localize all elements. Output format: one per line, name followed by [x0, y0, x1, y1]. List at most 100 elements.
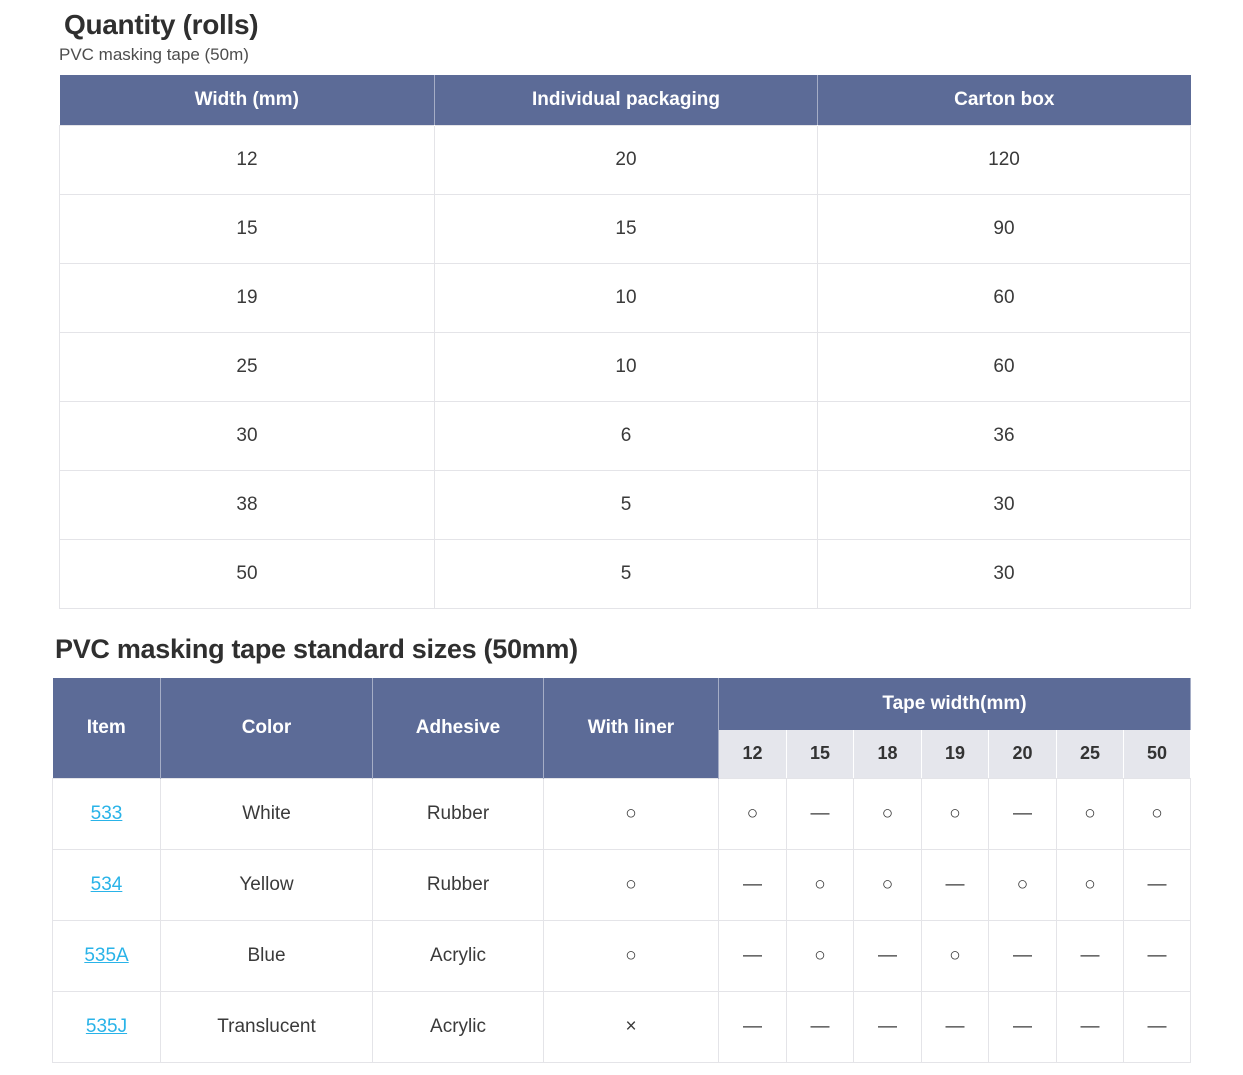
cell-adhesive: Rubber — [372, 778, 544, 850]
cell-color: White — [160, 778, 373, 850]
cell-carton: 60 — [817, 262, 1191, 333]
sizes-header-row-top: Item Color Adhesive With liner Tape widt… — [52, 677, 1192, 779]
column-header-carton-box: Carton box — [817, 75, 1191, 125]
cell-width-19: ○ — [921, 778, 989, 850]
cell-width-50: — — [1122, 991, 1192, 1063]
column-header-color: Color — [160, 677, 373, 779]
cell-with-liner: ○ — [543, 920, 719, 992]
table-row: 534 Yellow Rubber ○ — ○ ○ — ○ ○ — — [52, 849, 1192, 921]
cell-width-25: — — [1056, 991, 1124, 1063]
column-header-adhesive: Adhesive — [372, 677, 544, 779]
cell-with-liner: ○ — [543, 849, 719, 921]
quantity-header-row: Width (mm) Individual packaging Carton b… — [59, 75, 1191, 125]
sizes-table: Item Color Adhesive With liner Tape widt… — [52, 677, 1192, 1063]
cell-individual: 10 — [434, 262, 818, 333]
subheader-width-20: 20 — [988, 729, 1057, 779]
cell-width: 19 — [59, 262, 435, 333]
cell-width-15: ○ — [786, 849, 854, 921]
cell-width-18: — — [853, 920, 922, 992]
column-header-with-liner: With liner — [543, 677, 719, 779]
cell-width: 12 — [59, 124, 435, 195]
table-row: 535J Translucent Acrylic × — — — — — — — — [52, 991, 1192, 1063]
cell-carton: 36 — [817, 400, 1191, 471]
table-row: 19 10 60 — [59, 262, 1191, 333]
cell-carton: 60 — [817, 331, 1191, 402]
subheader-width-25: 25 — [1056, 729, 1124, 779]
subheader-width-15: 15 — [786, 729, 854, 779]
cell-width-15: ○ — [786, 920, 854, 992]
cell-individual: 5 — [434, 469, 818, 540]
cell-width-50: — — [1122, 920, 1192, 992]
column-header-width: Width (mm) — [59, 75, 435, 125]
item-link-534[interactable]: 534 — [90, 874, 123, 895]
table-row: 50 5 30 — [59, 538, 1191, 609]
cell-width-20: — — [988, 920, 1057, 992]
cell-width-12: ○ — [718, 778, 787, 850]
cell-adhesive: Rubber — [372, 849, 544, 921]
cell-individual: 5 — [434, 538, 818, 609]
cell-carton: 30 — [817, 538, 1191, 609]
item-link-535A[interactable]: 535A — [84, 945, 129, 966]
quantity-table-subtitle: PVC masking tape (50m) — [59, 45, 249, 64]
table-row: 533 White Rubber ○ ○ — ○ ○ — ○ ○ — [52, 778, 1192, 850]
subheader-width-18: 18 — [853, 729, 922, 779]
cell-width-12: — — [718, 920, 787, 992]
table-row: 535A Blue Acrylic ○ — ○ — ○ — — — — [52, 920, 1192, 992]
column-header-tape-width: Tape width(mm) — [718, 677, 1192, 730]
cell-item: 535J — [52, 991, 161, 1063]
cell-width: 30 — [59, 400, 435, 471]
cell-width-20: — — [988, 991, 1057, 1063]
cell-carton: 30 — [817, 469, 1191, 540]
cell-individual: 15 — [434, 193, 818, 264]
cell-individual: 6 — [434, 400, 818, 471]
cell-carton: 120 — [817, 124, 1191, 195]
cell-individual: 10 — [434, 331, 818, 402]
cell-width-20: — — [988, 778, 1057, 850]
cell-width-18: ○ — [853, 778, 922, 850]
item-link-533[interactable]: 533 — [90, 803, 123, 824]
subheader-width-12: 12 — [718, 729, 787, 779]
cell-width-25: ○ — [1056, 778, 1124, 850]
cell-width-19: ○ — [921, 920, 989, 992]
cell-width-12: — — [718, 849, 787, 921]
cell-adhesive: Acrylic — [372, 991, 544, 1063]
cell-width: 25 — [59, 331, 435, 402]
cell-width-25: — — [1056, 920, 1124, 992]
cell-width-15: — — [786, 778, 854, 850]
cell-carton: 90 — [817, 193, 1191, 264]
cell-width-18: — — [853, 991, 922, 1063]
table-row: 12 20 120 — [59, 124, 1191, 195]
cell-width: 38 — [59, 469, 435, 540]
column-header-item: Item — [52, 677, 161, 779]
cell-with-liner: ○ — [543, 778, 719, 850]
cell-width-20: ○ — [988, 849, 1057, 921]
cell-with-liner: × — [543, 991, 719, 1063]
cell-width-50: ○ — [1122, 778, 1192, 850]
cell-item: 534 — [52, 849, 161, 921]
item-link-535J[interactable]: 535J — [85, 1016, 128, 1037]
table-row: 15 15 90 — [59, 193, 1191, 264]
sizes-header-row-widths: 12 15 18 19 20 25 50 — [53, 729, 1192, 779]
cell-width-18: ○ — [853, 849, 922, 921]
subheader-width-50: 50 — [1123, 729, 1192, 779]
cell-item: 535A — [52, 920, 161, 992]
cell-width: 50 — [59, 538, 435, 609]
cell-width-12: — — [718, 991, 787, 1063]
cell-color: Translucent — [160, 991, 373, 1063]
table-row: 30 6 36 — [59, 400, 1191, 471]
table-row: 25 10 60 — [59, 331, 1191, 402]
table-row: 38 5 30 — [59, 469, 1191, 540]
subheader-width-19: 19 — [921, 729, 989, 779]
cell-width-15: — — [786, 991, 854, 1063]
cell-individual: 20 — [434, 124, 818, 195]
cell-width-50: — — [1122, 849, 1192, 921]
cell-color: Blue — [160, 920, 373, 992]
cell-width-19: — — [921, 991, 989, 1063]
cell-width-19: — — [921, 849, 989, 921]
cell-adhesive: Acrylic — [372, 920, 544, 992]
quantity-table-title: Quantity (rolls) — [64, 9, 259, 40]
cell-width: 15 — [59, 193, 435, 264]
quantity-table: Width (mm) Individual packaging Carton b… — [59, 75, 1191, 609]
cell-width-25: ○ — [1056, 849, 1124, 921]
